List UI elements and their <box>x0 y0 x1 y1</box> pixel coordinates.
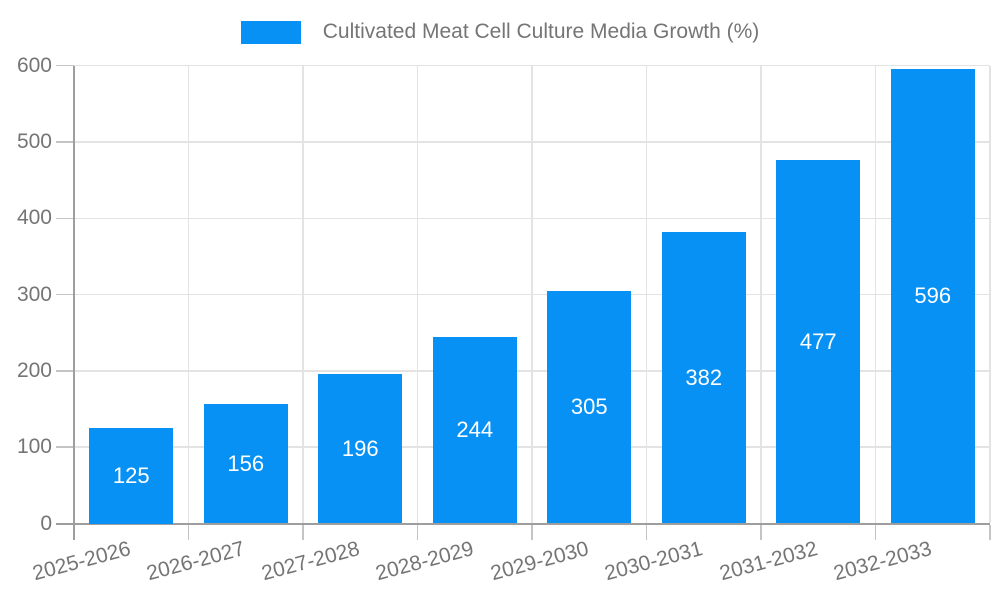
x-axis-tick-label: 2030-2031 <box>602 537 706 586</box>
bar-value-label: 596 <box>914 283 952 309</box>
bar-value-label: 196 <box>341 435 379 461</box>
x-axis-tick-label: 2027-2028 <box>258 537 362 586</box>
x-tick-mark <box>645 525 648 540</box>
x-axis-tick-label: 2031-2032 <box>716 537 820 586</box>
y-axis-tick-label: 200 <box>16 358 52 382</box>
legend-swatch <box>240 20 301 44</box>
x-tick-mark <box>531 525 533 540</box>
bar[interactable] <box>203 404 288 524</box>
x-tick-mark <box>187 525 190 540</box>
x-gridline <box>531 65 533 524</box>
y-tick-mark <box>56 217 74 220</box>
x-gridline <box>760 65 762 524</box>
y-axis-tick-label: 0 <box>40 511 52 535</box>
y-axis-tick-label: 600 <box>16 53 52 77</box>
x-gridline <box>416 65 419 524</box>
bar[interactable] <box>318 373 403 524</box>
y-axis-line <box>72 65 75 540</box>
x-tick-mark <box>989 525 991 540</box>
legend-label: Cultivated Meat Cell Culture Media Growt… <box>322 20 760 43</box>
bar-value-label: 244 <box>456 417 494 443</box>
x-axis-tick-label: 2032-2033 <box>831 537 935 586</box>
x-axis-tick-label: 2025-2026 <box>29 537 133 586</box>
x-tick-mark <box>416 525 419 540</box>
bar[interactable] <box>776 159 861 524</box>
y-axis-tick-label: 400 <box>16 206 52 230</box>
y-axis-tick-label: 500 <box>16 130 52 153</box>
x-tick-mark <box>302 525 304 540</box>
chart-legend: Cultivated Meat Cell Culture Media Growt… <box>0 20 1000 44</box>
bar-value-label: 477 <box>799 328 837 354</box>
x-gridline <box>187 65 190 524</box>
x-axis-tick-label: 2026-2027 <box>144 537 248 586</box>
x-tick-mark <box>760 525 762 540</box>
x-gridline <box>989 65 991 524</box>
x-gridline <box>874 65 877 524</box>
x-tick-mark <box>874 525 877 540</box>
y-tick-mark <box>56 446 74 448</box>
x-gridline <box>302 65 304 524</box>
y-tick-mark <box>56 293 74 296</box>
y-axis-tick-label: 100 <box>16 435 52 459</box>
x-axis-line <box>56 522 990 525</box>
bar[interactable] <box>432 337 517 524</box>
bar[interactable] <box>661 232 746 524</box>
y-tick-mark <box>56 370 74 372</box>
bar-value-label: 382 <box>685 364 723 390</box>
y-axis-tick-label: 300 <box>16 282 52 306</box>
x-axis-tick-label: 2028-2029 <box>373 537 477 586</box>
bar-value-label: 156 <box>227 450 265 476</box>
y-tick-mark <box>56 141 74 143</box>
bar[interactable] <box>89 428 174 524</box>
bar[interactable] <box>890 68 975 524</box>
bar-value-label: 305 <box>570 394 608 420</box>
x-gridline <box>645 65 648 524</box>
bar[interactable] <box>547 290 632 524</box>
bar-value-label: 125 <box>112 462 150 488</box>
x-axis-tick-label: 2029-2030 <box>487 537 591 586</box>
y-tick-mark <box>56 64 74 67</box>
